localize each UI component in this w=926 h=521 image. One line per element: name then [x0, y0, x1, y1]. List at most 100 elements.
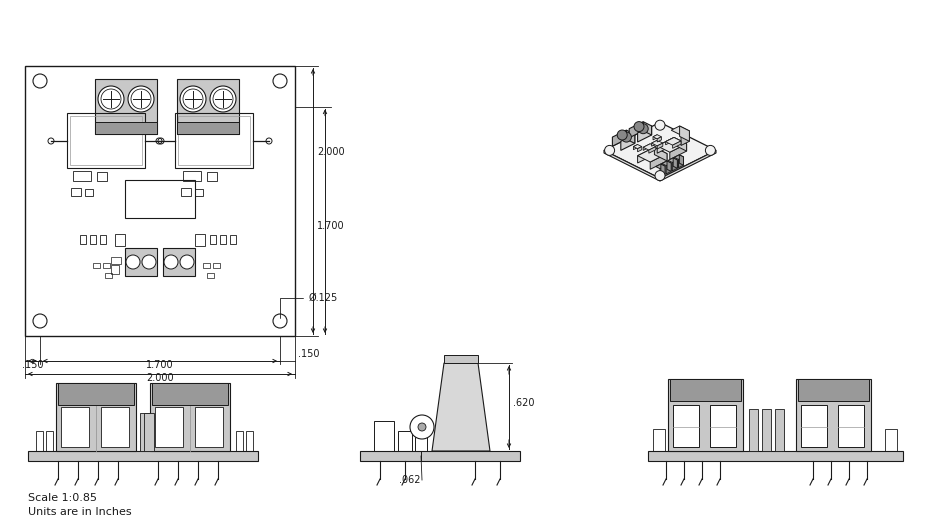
Bar — [415, 437, 427, 451]
Bar — [195, 234, 205, 246]
Polygon shape — [638, 147, 655, 163]
Polygon shape — [669, 158, 677, 163]
Polygon shape — [657, 138, 674, 153]
Bar — [155, 407, 183, 447]
Polygon shape — [620, 134, 635, 151]
Bar — [230, 235, 236, 244]
Polygon shape — [633, 144, 642, 148]
Text: 1.700: 1.700 — [317, 221, 344, 231]
Bar — [775, 409, 784, 451]
Polygon shape — [657, 137, 661, 142]
Polygon shape — [672, 160, 677, 171]
Bar — [360, 451, 520, 461]
Circle shape — [655, 170, 665, 181]
Polygon shape — [638, 147, 667, 162]
Bar — [210, 235, 216, 244]
Bar — [152, 383, 228, 405]
Circle shape — [410, 415, 434, 439]
Bar — [178, 116, 250, 165]
Circle shape — [213, 89, 233, 109]
Polygon shape — [660, 166, 665, 177]
Bar — [673, 405, 699, 447]
Bar — [213, 263, 220, 268]
Text: .150: .150 — [21, 360, 44, 370]
Bar — [749, 409, 758, 451]
Circle shape — [142, 255, 156, 269]
Bar — [56, 383, 136, 451]
Circle shape — [180, 255, 194, 269]
Circle shape — [621, 132, 632, 142]
Bar — [374, 421, 394, 451]
Polygon shape — [633, 144, 638, 150]
Polygon shape — [644, 144, 650, 151]
Bar — [101, 407, 129, 447]
Polygon shape — [626, 130, 635, 143]
Bar — [762, 409, 771, 451]
Circle shape — [634, 121, 644, 132]
Circle shape — [638, 123, 648, 134]
Bar — [207, 172, 217, 181]
Circle shape — [180, 86, 206, 112]
Bar — [144, 413, 154, 451]
Bar — [838, 405, 864, 447]
Bar — [100, 235, 106, 244]
Circle shape — [164, 255, 178, 269]
Bar — [710, 405, 736, 447]
Circle shape — [128, 86, 154, 112]
Bar — [105, 273, 112, 278]
Polygon shape — [612, 130, 626, 146]
Bar — [796, 379, 871, 451]
Circle shape — [706, 145, 716, 155]
Polygon shape — [653, 135, 661, 139]
Bar — [80, 235, 86, 244]
Bar — [246, 431, 253, 451]
Circle shape — [98, 86, 124, 112]
Text: 1.700: 1.700 — [146, 360, 174, 370]
Polygon shape — [681, 131, 689, 145]
Bar — [140, 413, 150, 451]
Bar — [177, 79, 239, 134]
Polygon shape — [679, 157, 683, 168]
Circle shape — [126, 255, 140, 269]
Bar — [103, 263, 110, 268]
Bar — [798, 379, 869, 401]
Bar — [95, 122, 157, 134]
Polygon shape — [655, 147, 667, 161]
Polygon shape — [432, 363, 490, 451]
Bar — [670, 379, 741, 401]
Bar — [125, 180, 195, 218]
Circle shape — [418, 423, 426, 431]
Polygon shape — [644, 144, 656, 150]
Polygon shape — [680, 155, 683, 165]
Bar — [61, 407, 89, 447]
Circle shape — [618, 130, 627, 140]
Bar — [97, 172, 107, 181]
Bar — [207, 273, 214, 278]
Bar — [398, 431, 412, 451]
Polygon shape — [671, 126, 689, 135]
Text: 2.000: 2.000 — [317, 147, 344, 157]
Circle shape — [605, 145, 615, 155]
Bar — [71, 188, 81, 196]
Polygon shape — [638, 146, 642, 152]
Polygon shape — [604, 122, 716, 178]
Polygon shape — [638, 126, 652, 142]
Polygon shape — [657, 138, 686, 152]
Bar — [195, 407, 223, 447]
Polygon shape — [657, 143, 663, 149]
Bar — [175, 113, 253, 168]
Bar — [668, 379, 743, 451]
Polygon shape — [667, 161, 671, 171]
Bar — [195, 189, 203, 196]
Polygon shape — [644, 122, 652, 135]
Circle shape — [210, 86, 236, 112]
Polygon shape — [650, 154, 667, 169]
Polygon shape — [649, 146, 656, 153]
Polygon shape — [674, 155, 683, 159]
Bar — [85, 189, 93, 196]
Circle shape — [655, 120, 665, 130]
Bar — [203, 263, 210, 268]
Circle shape — [131, 89, 151, 109]
Text: Ø.125: Ø.125 — [280, 293, 338, 318]
Polygon shape — [656, 164, 665, 169]
